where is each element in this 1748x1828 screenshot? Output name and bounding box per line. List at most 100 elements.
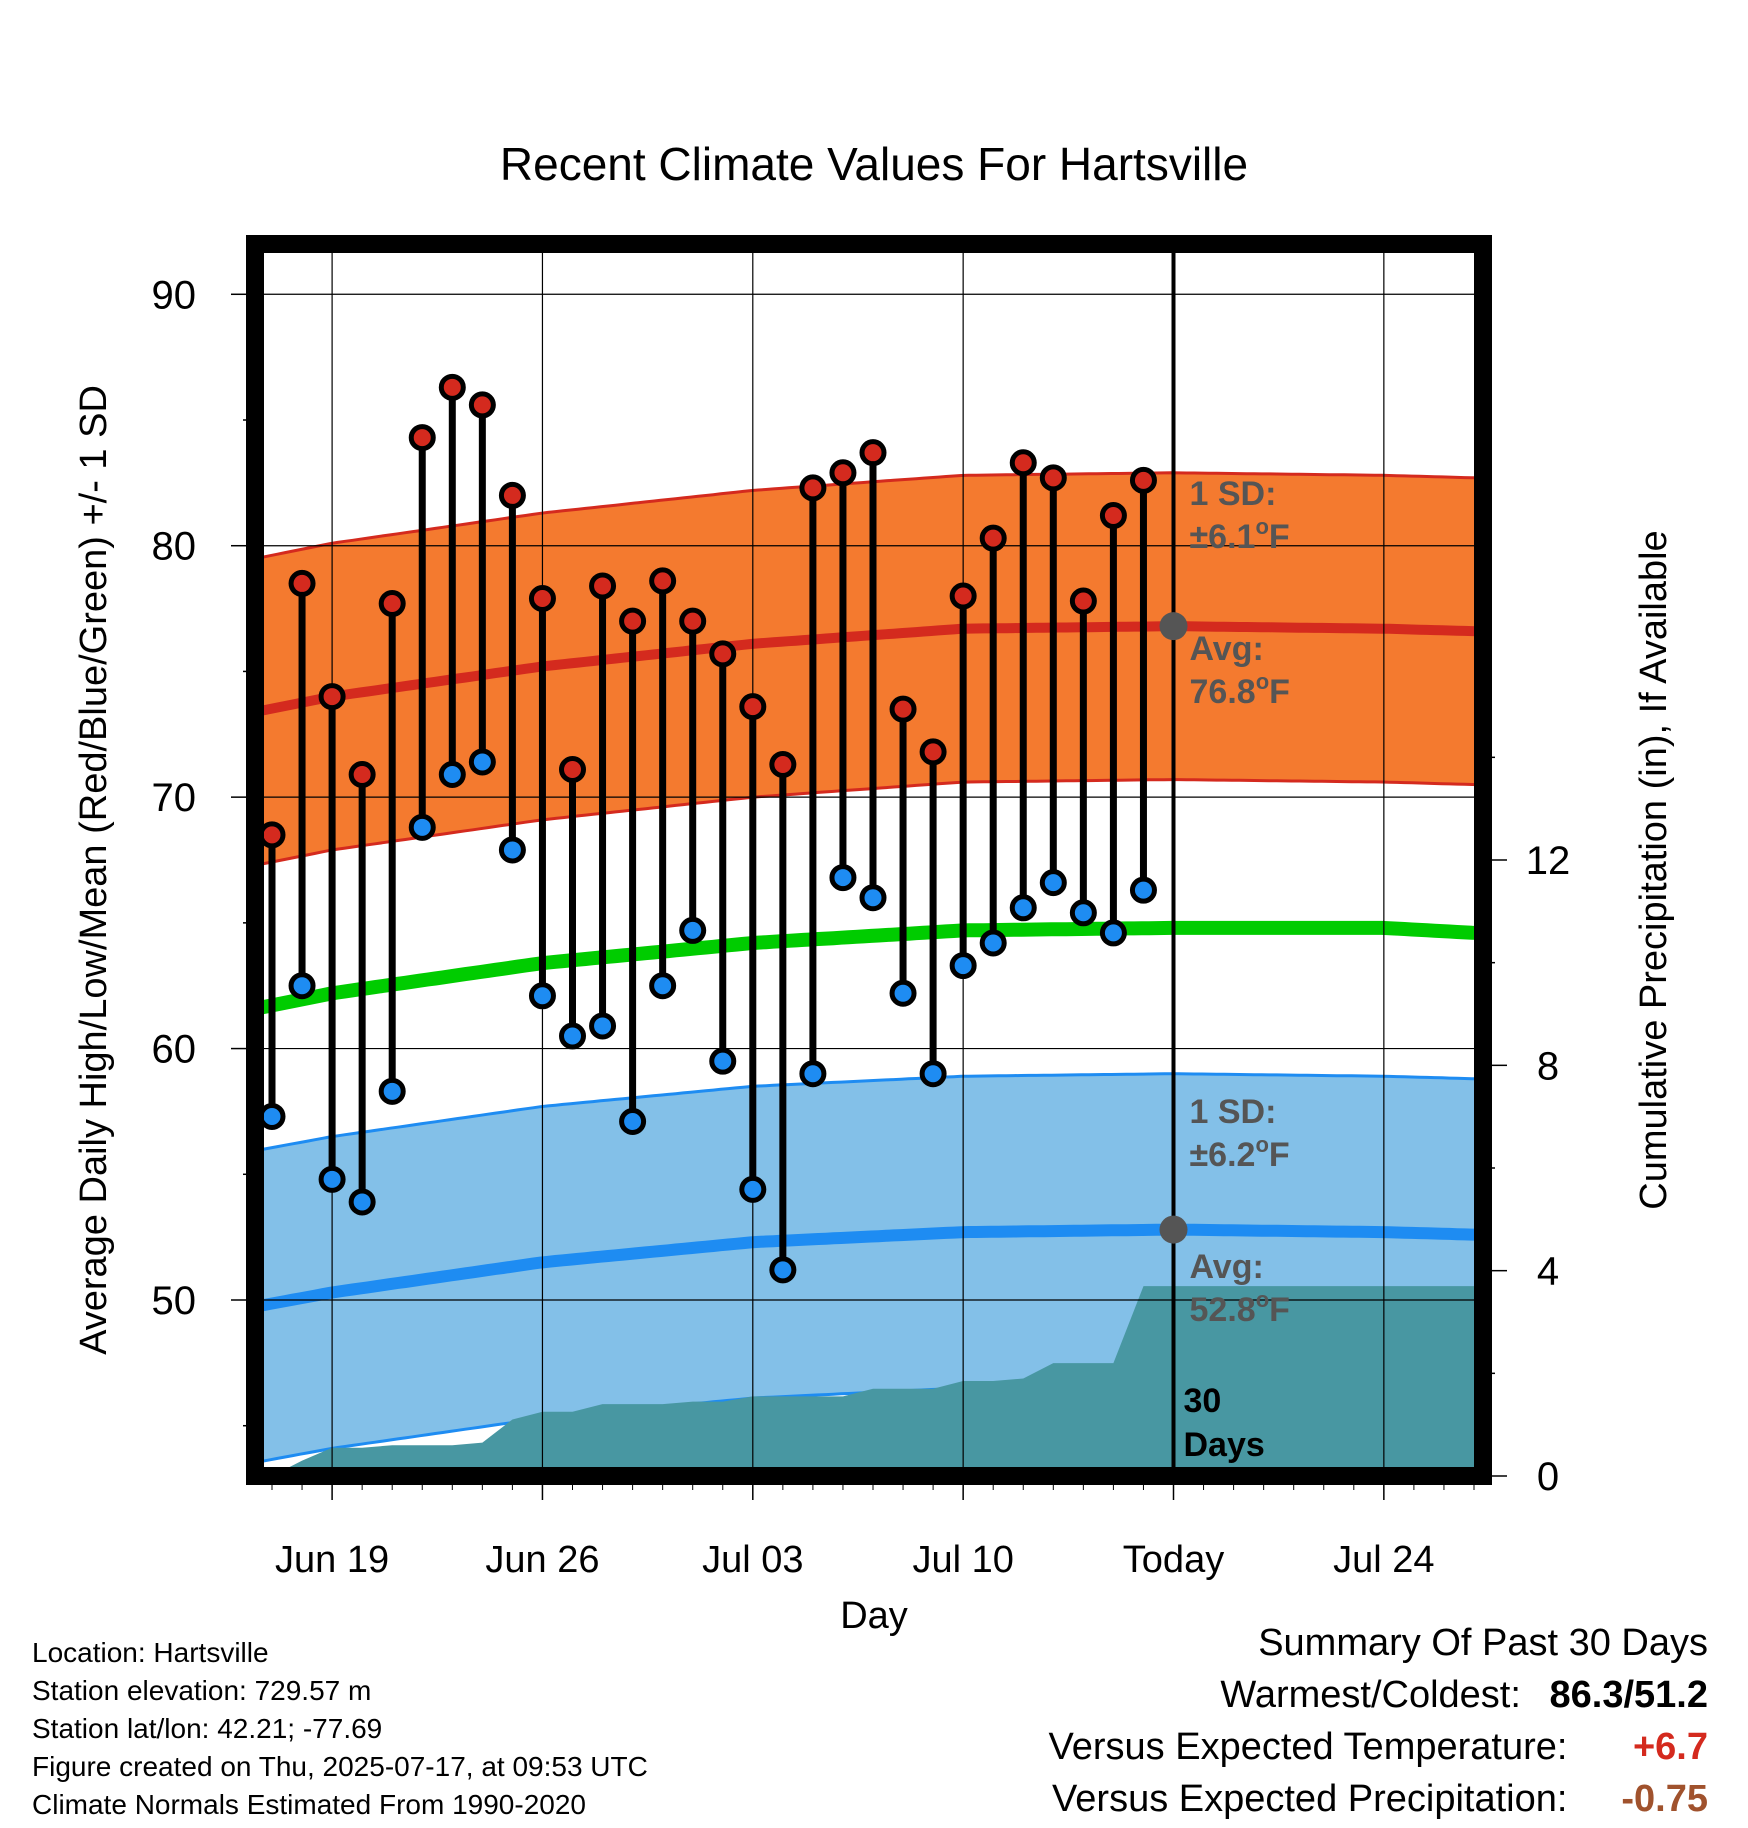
x-tick-label: Jul 03: [702, 1539, 803, 1581]
daily-high-point: [889, 695, 917, 723]
daily-high-point: [679, 607, 707, 635]
high-sd-band-lower-edge: [255, 778, 1480, 867]
daily-high-point: [438, 373, 466, 401]
high-avg-label-part: Avg:: [1190, 630, 1264, 668]
low-sd-label-part: 1 SD:: [1190, 1093, 1277, 1131]
y-tick-label: 90: [152, 273, 197, 317]
x-tick-label: Jun 19: [275, 1539, 389, 1581]
low-sd-label: 1 SD:: [1190, 1093, 1277, 1131]
high-sd-label: 1 SD:: [1190, 475, 1277, 513]
elevation-text: Station elevation: 729.57 m: [32, 1675, 372, 1706]
high-sd-value-part: ±6.1: [1190, 518, 1256, 556]
y2-tick-label: 8: [1537, 1044, 1559, 1088]
daily-high-point: [378, 590, 406, 618]
warm-cold-label: Warmest/Coldest:: [1220, 1674, 1521, 1716]
daily-high-point: [318, 683, 346, 711]
daily-high-point: [829, 459, 857, 487]
temp-vs-value: +6.7: [1632, 1726, 1708, 1768]
daily-low-point: [258, 1102, 286, 1130]
daily-high-point: [859, 439, 887, 467]
daily-low-point: [619, 1107, 647, 1135]
daily-high-point: [739, 693, 767, 721]
daily-low-point: [1129, 876, 1157, 904]
high-sd-value-part: o: [1255, 514, 1268, 539]
high-avg-value-part: F: [1269, 673, 1290, 711]
high-sd-band: [255, 472, 1480, 866]
daily-high-point: [498, 481, 526, 509]
y-axis-label: Average Daily High/Low/Mean (Red/Blue/Gr…: [73, 385, 115, 1355]
daily-low-point: [919, 1060, 947, 1088]
normal-mean-line: [255, 920, 1480, 1016]
days-count-label: 30: [1184, 1382, 1222, 1420]
daily-low-point: [859, 884, 887, 912]
precip-area: [255, 1286, 1474, 1476]
days-word-label: Days: [1184, 1426, 1265, 1464]
normal-low-line: [255, 1223, 1480, 1313]
axes: 50 60 70 80 90 0 4 8 12 Jun 19 Jun 26 Jul 03 Jul 10 T…: [152, 235, 1570, 1581]
daily-high-point: [649, 567, 677, 595]
coldest-value: 51.2: [1634, 1674, 1708, 1716]
days-count-label-part: 30: [1184, 1382, 1222, 1420]
high-sd-band-upper-edge: [255, 471, 1480, 561]
daily-high-point: [919, 738, 947, 766]
daily-low-point: [498, 836, 526, 864]
daily-low-point: [1009, 894, 1037, 922]
daily-low-point: [348, 1188, 376, 1216]
daily-low-point: [679, 916, 707, 944]
high-avg-value: 76.8oF: [1190, 669, 1290, 711]
high-avg-value-part: o: [1256, 669, 1269, 694]
plot-frame: [246, 235, 1492, 1485]
high-avg-value-part: 76.8: [1190, 673, 1256, 711]
summary-panel: Summary Of Past 30 Days: [1258, 1622, 1708, 1674]
x-tick-label: Jul 10: [912, 1539, 1013, 1581]
daily-low-point: [799, 1060, 827, 1088]
low-avg-value: 52.8oF: [1190, 1287, 1290, 1329]
daily-high-point: [589, 572, 617, 600]
daily-low-point: [288, 972, 316, 1000]
normals-text: Climate Normals Estimated From 1990-2020: [32, 1789, 586, 1820]
daily-low-point: [408, 813, 436, 841]
low-sd-value: ±6.2oF: [1190, 1132, 1290, 1174]
high-sd-value: ±6.1oF: [1190, 514, 1290, 556]
low-avg-label: Avg:: [1190, 1248, 1264, 1286]
y2-tick-label: 4: [1537, 1250, 1559, 1294]
daily-low-point: [649, 972, 677, 1000]
y-tick-label: 80: [152, 525, 197, 569]
x-axis-label: Day: [840, 1595, 908, 1637]
daily-high-point: [1009, 449, 1037, 477]
daily-high-point: [709, 640, 737, 668]
daily-high-point: [769, 750, 797, 778]
daily-low-point: [1039, 869, 1067, 897]
y2-tick-label: 0: [1537, 1455, 1559, 1499]
days-word-label-part: Days: [1184, 1426, 1265, 1464]
daily-high-point: [468, 391, 496, 419]
daily-low-point: [739, 1175, 767, 1203]
latlon-text: Station lat/lon: 42.21; -77.69: [32, 1713, 383, 1744]
today-low-avg-marker: [1159, 1215, 1188, 1244]
daily-low-point: [318, 1165, 346, 1193]
y-tick-label: 50: [152, 1279, 197, 1323]
daily-low-point: [709, 1047, 737, 1075]
daily-high-point: [1039, 464, 1067, 492]
daily-low-point: [979, 929, 1007, 957]
daily-high-point: [979, 524, 1007, 552]
location-text: Location: Hartsville: [32, 1637, 269, 1668]
daily-high-point: [1069, 587, 1097, 615]
daily-low-point: [528, 982, 556, 1010]
daily-high-point: [258, 821, 286, 849]
precip-vs-label: Versus Expected Precipitation:: [1052, 1778, 1568, 1820]
warm-cold-slash: /: [1623, 1674, 1635, 1716]
high-avg-label: Avg:: [1190, 630, 1264, 668]
summary-temp: Versus Expected Temperature: +6.7: [1049, 1726, 1708, 1769]
daily-high-point: [1129, 466, 1157, 494]
x-tick-label: Jul 24: [1333, 1539, 1434, 1581]
temp-vs-label: Versus Expected Temperature:: [1048, 1726, 1568, 1768]
warmest-value: 86.3: [1549, 1674, 1624, 1716]
low-sd-value-part: ±6.2: [1190, 1136, 1256, 1174]
station-info: Location: Hartsville Station elevation: …: [32, 1634, 648, 1824]
y-tick-label: 70: [152, 776, 197, 820]
daily-low-point: [589, 1012, 617, 1040]
daily-low-point: [829, 864, 857, 892]
low-avg-value-part: F: [1269, 1291, 1290, 1329]
